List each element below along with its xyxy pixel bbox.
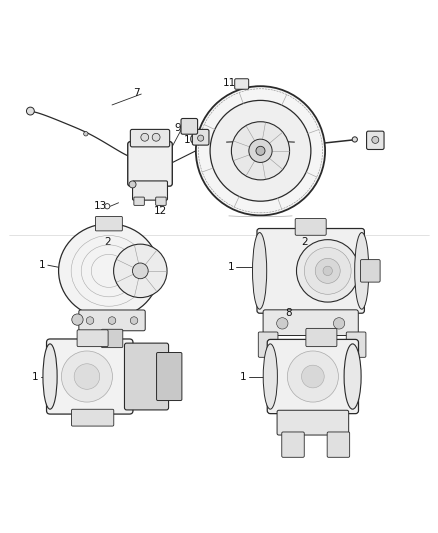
Ellipse shape	[59, 224, 159, 318]
FancyBboxPatch shape	[267, 340, 358, 414]
Text: 15: 15	[369, 141, 382, 151]
Circle shape	[372, 136, 379, 143]
Circle shape	[210, 100, 311, 201]
Circle shape	[74, 364, 100, 389]
Circle shape	[113, 244, 167, 297]
FancyBboxPatch shape	[306, 328, 337, 346]
Text: 7: 7	[134, 88, 140, 98]
Text: 10: 10	[184, 135, 197, 146]
FancyBboxPatch shape	[257, 229, 364, 313]
FancyBboxPatch shape	[101, 329, 123, 348]
Circle shape	[304, 247, 351, 294]
FancyBboxPatch shape	[360, 260, 380, 282]
FancyBboxPatch shape	[327, 432, 350, 457]
Circle shape	[86, 317, 94, 324]
Circle shape	[84, 132, 88, 136]
FancyBboxPatch shape	[46, 339, 133, 414]
FancyBboxPatch shape	[346, 332, 366, 357]
Ellipse shape	[355, 232, 369, 309]
FancyBboxPatch shape	[156, 352, 182, 400]
FancyBboxPatch shape	[258, 332, 278, 357]
Circle shape	[152, 133, 160, 141]
Circle shape	[72, 314, 83, 325]
Ellipse shape	[43, 344, 57, 409]
Circle shape	[323, 266, 332, 276]
Text: 12: 12	[154, 206, 168, 216]
Circle shape	[277, 318, 288, 329]
FancyBboxPatch shape	[295, 219, 326, 235]
Circle shape	[315, 259, 340, 284]
Text: 9: 9	[174, 123, 181, 133]
Circle shape	[130, 317, 138, 324]
Circle shape	[108, 317, 116, 324]
FancyBboxPatch shape	[131, 130, 170, 147]
Text: 13: 13	[94, 201, 107, 211]
FancyBboxPatch shape	[71, 409, 114, 426]
FancyBboxPatch shape	[95, 216, 122, 231]
Text: 8: 8	[286, 308, 292, 318]
Text: 2: 2	[104, 238, 111, 247]
Circle shape	[231, 122, 290, 180]
Circle shape	[141, 133, 149, 141]
Text: 1: 1	[227, 262, 234, 272]
FancyBboxPatch shape	[155, 197, 166, 205]
FancyBboxPatch shape	[134, 197, 145, 205]
FancyBboxPatch shape	[181, 118, 198, 134]
Circle shape	[132, 263, 148, 279]
Circle shape	[333, 318, 345, 329]
FancyBboxPatch shape	[263, 310, 358, 335]
FancyBboxPatch shape	[128, 142, 172, 186]
Circle shape	[129, 181, 136, 188]
Circle shape	[61, 351, 113, 402]
Text: 1: 1	[32, 372, 39, 382]
FancyBboxPatch shape	[133, 181, 167, 200]
Circle shape	[352, 137, 357, 142]
FancyBboxPatch shape	[235, 79, 249, 89]
Circle shape	[198, 135, 204, 141]
Ellipse shape	[263, 344, 277, 409]
Circle shape	[26, 107, 34, 115]
Text: 3: 3	[368, 262, 375, 272]
Ellipse shape	[253, 232, 267, 309]
Circle shape	[297, 240, 359, 302]
Circle shape	[256, 146, 265, 155]
Circle shape	[287, 351, 339, 402]
Text: 1: 1	[240, 372, 246, 382]
FancyBboxPatch shape	[282, 432, 304, 457]
FancyBboxPatch shape	[124, 343, 169, 410]
FancyBboxPatch shape	[367, 131, 384, 149]
Text: 2: 2	[301, 237, 307, 247]
Circle shape	[301, 365, 324, 388]
FancyBboxPatch shape	[192, 130, 209, 145]
FancyBboxPatch shape	[277, 410, 349, 435]
Text: 1: 1	[39, 260, 46, 270]
Circle shape	[196, 86, 325, 215]
Ellipse shape	[344, 344, 361, 409]
FancyBboxPatch shape	[79, 310, 145, 331]
Text: 14: 14	[281, 177, 294, 188]
Circle shape	[249, 139, 272, 163]
Text: 11: 11	[223, 78, 237, 88]
FancyBboxPatch shape	[77, 330, 108, 346]
